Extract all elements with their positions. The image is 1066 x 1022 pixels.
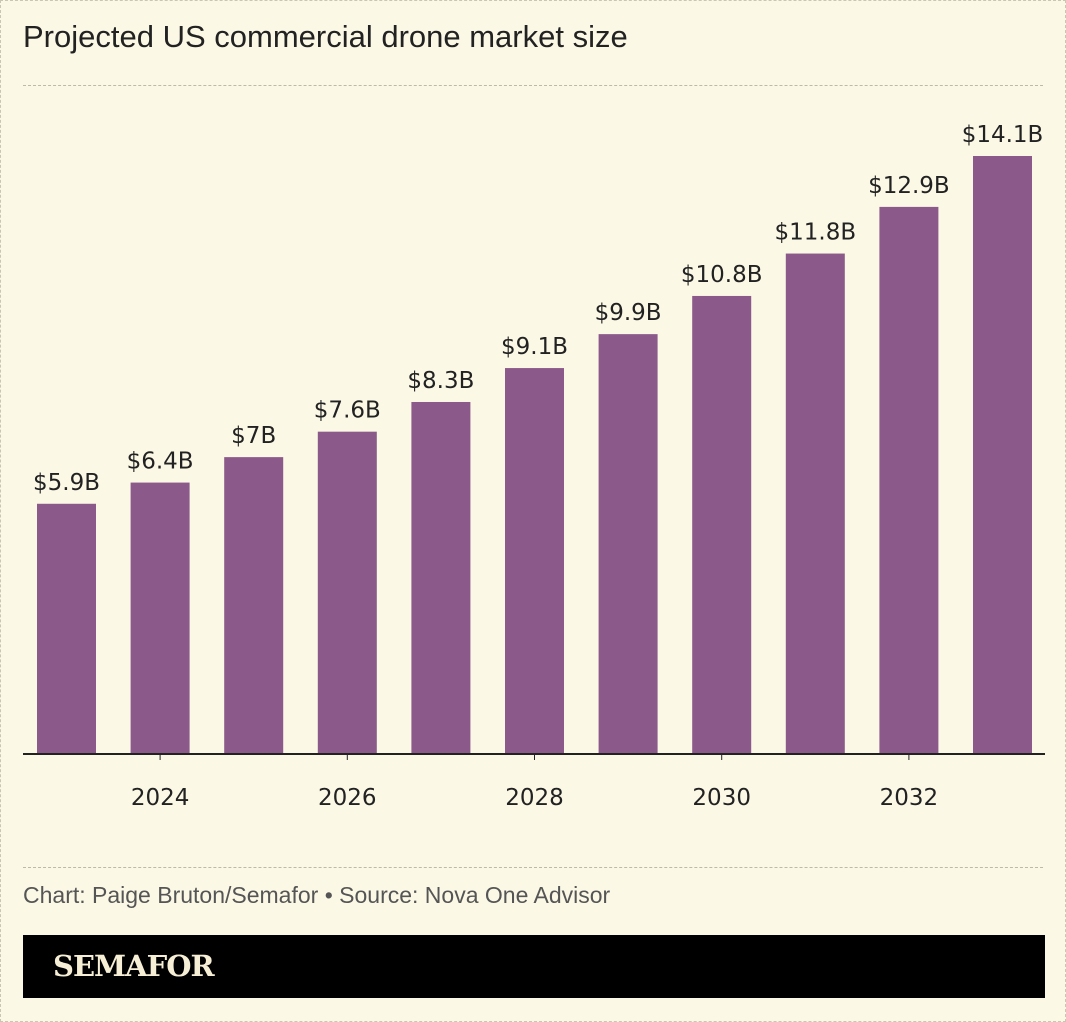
- x-tick-label: 2028: [505, 785, 564, 811]
- semafor-logo: SEMAFOR: [53, 949, 215, 983]
- data-label: $9.9B: [595, 300, 662, 326]
- data-label: $11.8B: [774, 220, 856, 246]
- x-tick-label: 2026: [318, 785, 377, 811]
- divider: [23, 867, 1043, 868]
- chart-title: Projected US commercial drone market siz…: [23, 19, 628, 54]
- data-label: $7.6B: [314, 398, 381, 424]
- data-label: $7B: [231, 423, 276, 449]
- bar-2026: [317, 431, 377, 754]
- data-label: $8.3B: [407, 368, 474, 394]
- x-tick-label: 2024: [131, 785, 190, 811]
- bar-2025: [224, 457, 284, 754]
- source-note: Chart: Paige Bruton/Semafor • Source: No…: [23, 882, 611, 908]
- x-tick-label: 2032: [880, 785, 939, 811]
- bar-2024: [130, 482, 190, 754]
- bar-2030: [692, 295, 752, 754]
- data-label: $12.9B: [868, 173, 950, 199]
- data-label: $6.4B: [127, 449, 194, 475]
- data-label: $5.9B: [33, 470, 100, 496]
- bar-2031: [785, 253, 845, 755]
- bar-2033: [973, 156, 1032, 754]
- data-label: $14.1B: [962, 122, 1044, 148]
- bar-2028: [505, 368, 564, 754]
- data-label: $9.1B: [501, 334, 568, 360]
- x-tick-label: 2030: [692, 785, 751, 811]
- brand-bar: SEMAFOR: [23, 935, 1045, 998]
- bar-2032: [879, 206, 939, 754]
- divider: [23, 85, 1043, 86]
- bar-chart: $5.9B $6.4B 2024 $7B $7.6B 2026 $8.3B $9.1B 2028…: [23, 122, 1045, 811]
- bar-2027: [411, 401, 471, 754]
- bar-2023: [37, 503, 96, 754]
- bar-2029: [598, 334, 658, 754]
- data-label: $10.8B: [681, 262, 763, 288]
